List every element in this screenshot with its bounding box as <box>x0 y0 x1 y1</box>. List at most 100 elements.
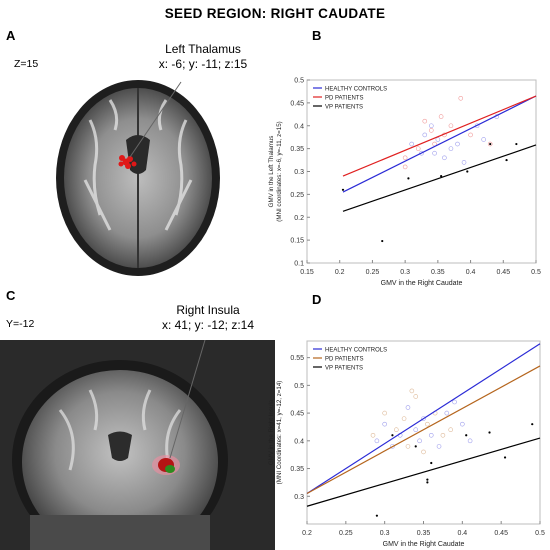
x-tick-label: 0.3 <box>380 530 390 537</box>
data-point <box>390 444 395 449</box>
data-point <box>405 444 411 449</box>
data-point <box>440 174 443 178</box>
data-point <box>413 394 419 399</box>
legend-label: HEALTHY CONTROLS <box>325 86 387 92</box>
data-point <box>448 427 453 433</box>
data-point <box>374 438 380 444</box>
y-tick-label: 0.35 <box>290 466 304 473</box>
data-point <box>413 427 419 433</box>
panel-b-letter: B <box>312 28 322 43</box>
data-point <box>465 434 468 437</box>
data-point <box>481 137 486 142</box>
data-point <box>391 434 394 437</box>
panel-c-region-coords: x: 41; y: -12; z:14 <box>161 318 255 332</box>
data-point <box>487 141 493 147</box>
data-point <box>370 432 376 438</box>
x-tick-label: 0.2 <box>335 269 345 276</box>
panel-a-region-coords: x: -6; y: -11; z:15 <box>158 57 248 71</box>
data-point <box>382 410 387 416</box>
y-axis-label: GMV in the Left Thalamus <box>268 136 275 208</box>
y-axis-label: (MNI coordinates: x=-6, y=-11, z=15) <box>276 121 283 221</box>
y-tick-label: 0.55 <box>290 355 304 362</box>
data-point <box>422 132 428 138</box>
data-point <box>375 514 378 517</box>
x-tick-label: 0.2 <box>302 530 312 537</box>
y-tick-label: 0.2 <box>294 215 304 222</box>
data-point <box>401 416 407 421</box>
regression-line <box>342 95 537 177</box>
data-point <box>409 141 414 147</box>
x-tick-label: 0.15 <box>300 269 314 276</box>
data-point <box>429 128 434 133</box>
data-point <box>448 123 454 129</box>
regression-line <box>306 365 541 495</box>
legend-label: VP PATIENTS <box>325 365 363 371</box>
regression-line <box>342 95 537 193</box>
data-point <box>425 421 430 427</box>
data-point <box>341 188 345 191</box>
data-point <box>421 449 426 455</box>
y-tick-label: 0.3 <box>294 169 304 176</box>
regression-line <box>342 144 537 212</box>
data-point <box>381 239 384 243</box>
data-point <box>438 114 444 119</box>
y-axis-label: (MNI Coordinates: x=41, y=-12, z=14) <box>276 381 283 485</box>
y-tick-label: 0.4 <box>294 438 304 445</box>
chart-d: 0.2 0.25 0.3 0.35 0.4 0.45 0.5 0.3 0.35 0.4 0.45 0.… <box>268 340 545 548</box>
coronal-brainstem-region <box>30 515 210 550</box>
regression-line <box>306 437 541 507</box>
data-point <box>448 146 454 151</box>
x-tick-label: 0.4 <box>466 269 476 276</box>
y-tick-label: 0.5 <box>294 383 304 390</box>
data-point <box>426 481 429 484</box>
y-tick-label: 0.1 <box>294 261 304 268</box>
y-tick-label: 0.5 <box>294 78 304 85</box>
data-point <box>444 410 450 416</box>
y-tick-label: 0.3 <box>294 494 304 501</box>
legend-label: VP PATIENTS <box>325 104 363 110</box>
chart-b: 0.15 0.2 0.25 0.3 0.35 0.4 0.45 0.50.10.150.20.… <box>268 78 541 288</box>
x-tick-label: 0.5 <box>531 269 541 276</box>
panel-a-slice-label: Z=15 <box>14 58 39 70</box>
data-point <box>458 95 464 101</box>
panel-c-region-name: Right Insula <box>176 303 240 317</box>
data-point <box>407 177 410 180</box>
data-point <box>461 160 467 165</box>
plot-area <box>306 79 537 264</box>
panel-c-region-annotation: Right Insula x: 41; y: -12; z:14 <box>150 303 266 333</box>
data-point <box>428 432 434 438</box>
legend-label: PD PATIENTS <box>325 356 363 362</box>
x-tick-label: 0.45 <box>496 269 510 276</box>
data-point <box>503 456 507 459</box>
panel-c-slice-label: Y=-12 <box>6 318 35 330</box>
data-point <box>435 137 441 142</box>
panel-d-letter: D <box>312 292 322 307</box>
x-axis-label: GMV in the Right Caudate <box>383 541 465 548</box>
x-tick-label: 0.5 <box>535 530 545 537</box>
x-tick-label: 0.35 <box>431 269 445 276</box>
data-point <box>489 142 492 146</box>
panel-a-pointer-line <box>129 81 182 158</box>
data-point <box>415 146 421 151</box>
x-tick-label: 0.25 <box>366 269 380 276</box>
panel-c-letter: C <box>6 288 16 303</box>
coronal-brain-slice <box>0 340 275 550</box>
data-point <box>394 427 399 433</box>
y-tick-label: 0.4 <box>294 123 304 130</box>
data-point <box>422 118 428 124</box>
data-point <box>488 431 491 434</box>
data-point <box>505 158 508 162</box>
data-point <box>468 132 473 138</box>
data-point <box>417 438 422 444</box>
insula-activation <box>152 455 180 475</box>
thalamus-activation <box>118 155 137 169</box>
data-point <box>419 150 424 156</box>
data-point <box>452 399 457 405</box>
data-point <box>442 155 447 161</box>
x-tick-label: 0.35 <box>417 530 431 537</box>
axial-brain-slice <box>56 80 220 276</box>
white-matter-folds <box>83 99 193 231</box>
y-tick-label: 0.45 <box>290 100 304 107</box>
data-point <box>421 416 426 421</box>
data-point <box>440 432 446 438</box>
